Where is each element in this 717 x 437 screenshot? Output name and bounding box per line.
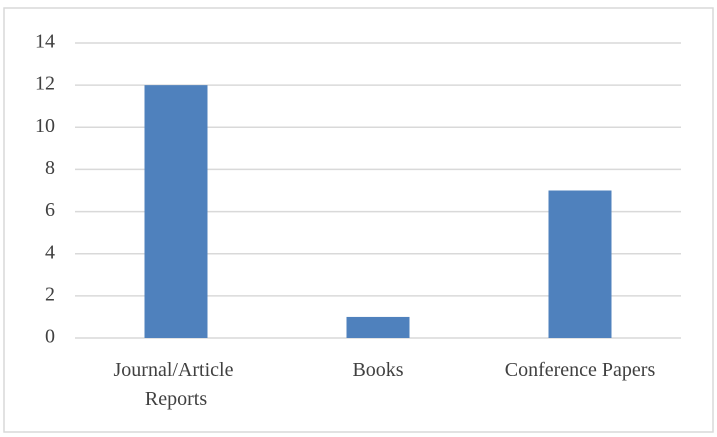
y-tick-label: 12 [35,73,55,95]
y-tick-label: 0 [45,326,55,348]
y-tick-label: 10 [35,115,55,137]
bar [346,316,410,338]
y-tick-label: 14 [35,31,55,53]
y-tick-label: 8 [45,157,55,179]
bar [548,190,612,338]
y-tick-label: 6 [45,199,55,221]
x-tick-label: Conference Papers [505,359,656,381]
bar [144,85,208,339]
x-tick-label: Books [352,359,403,381]
y-tick-label: 4 [45,241,55,263]
x-tick-label: Journal/Article Reports [114,359,239,410]
y-tick-label: 2 [45,283,55,305]
